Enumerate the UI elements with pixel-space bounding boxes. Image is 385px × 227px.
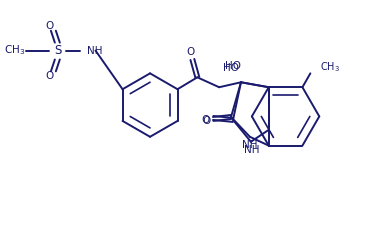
Text: O: O <box>46 21 54 31</box>
Text: NH: NH <box>242 140 258 150</box>
Text: CH$_3$: CH$_3$ <box>320 61 340 74</box>
Text: CH$_3$: CH$_3$ <box>4 44 25 57</box>
Text: O: O <box>201 115 209 125</box>
Text: O: O <box>46 71 54 81</box>
Text: O: O <box>202 116 210 126</box>
Text: NH: NH <box>244 145 259 155</box>
Text: NH: NH <box>87 46 102 56</box>
Text: S: S <box>54 44 62 57</box>
Text: HO: HO <box>225 62 241 72</box>
Text: O: O <box>186 47 194 57</box>
Text: HO: HO <box>223 63 239 73</box>
